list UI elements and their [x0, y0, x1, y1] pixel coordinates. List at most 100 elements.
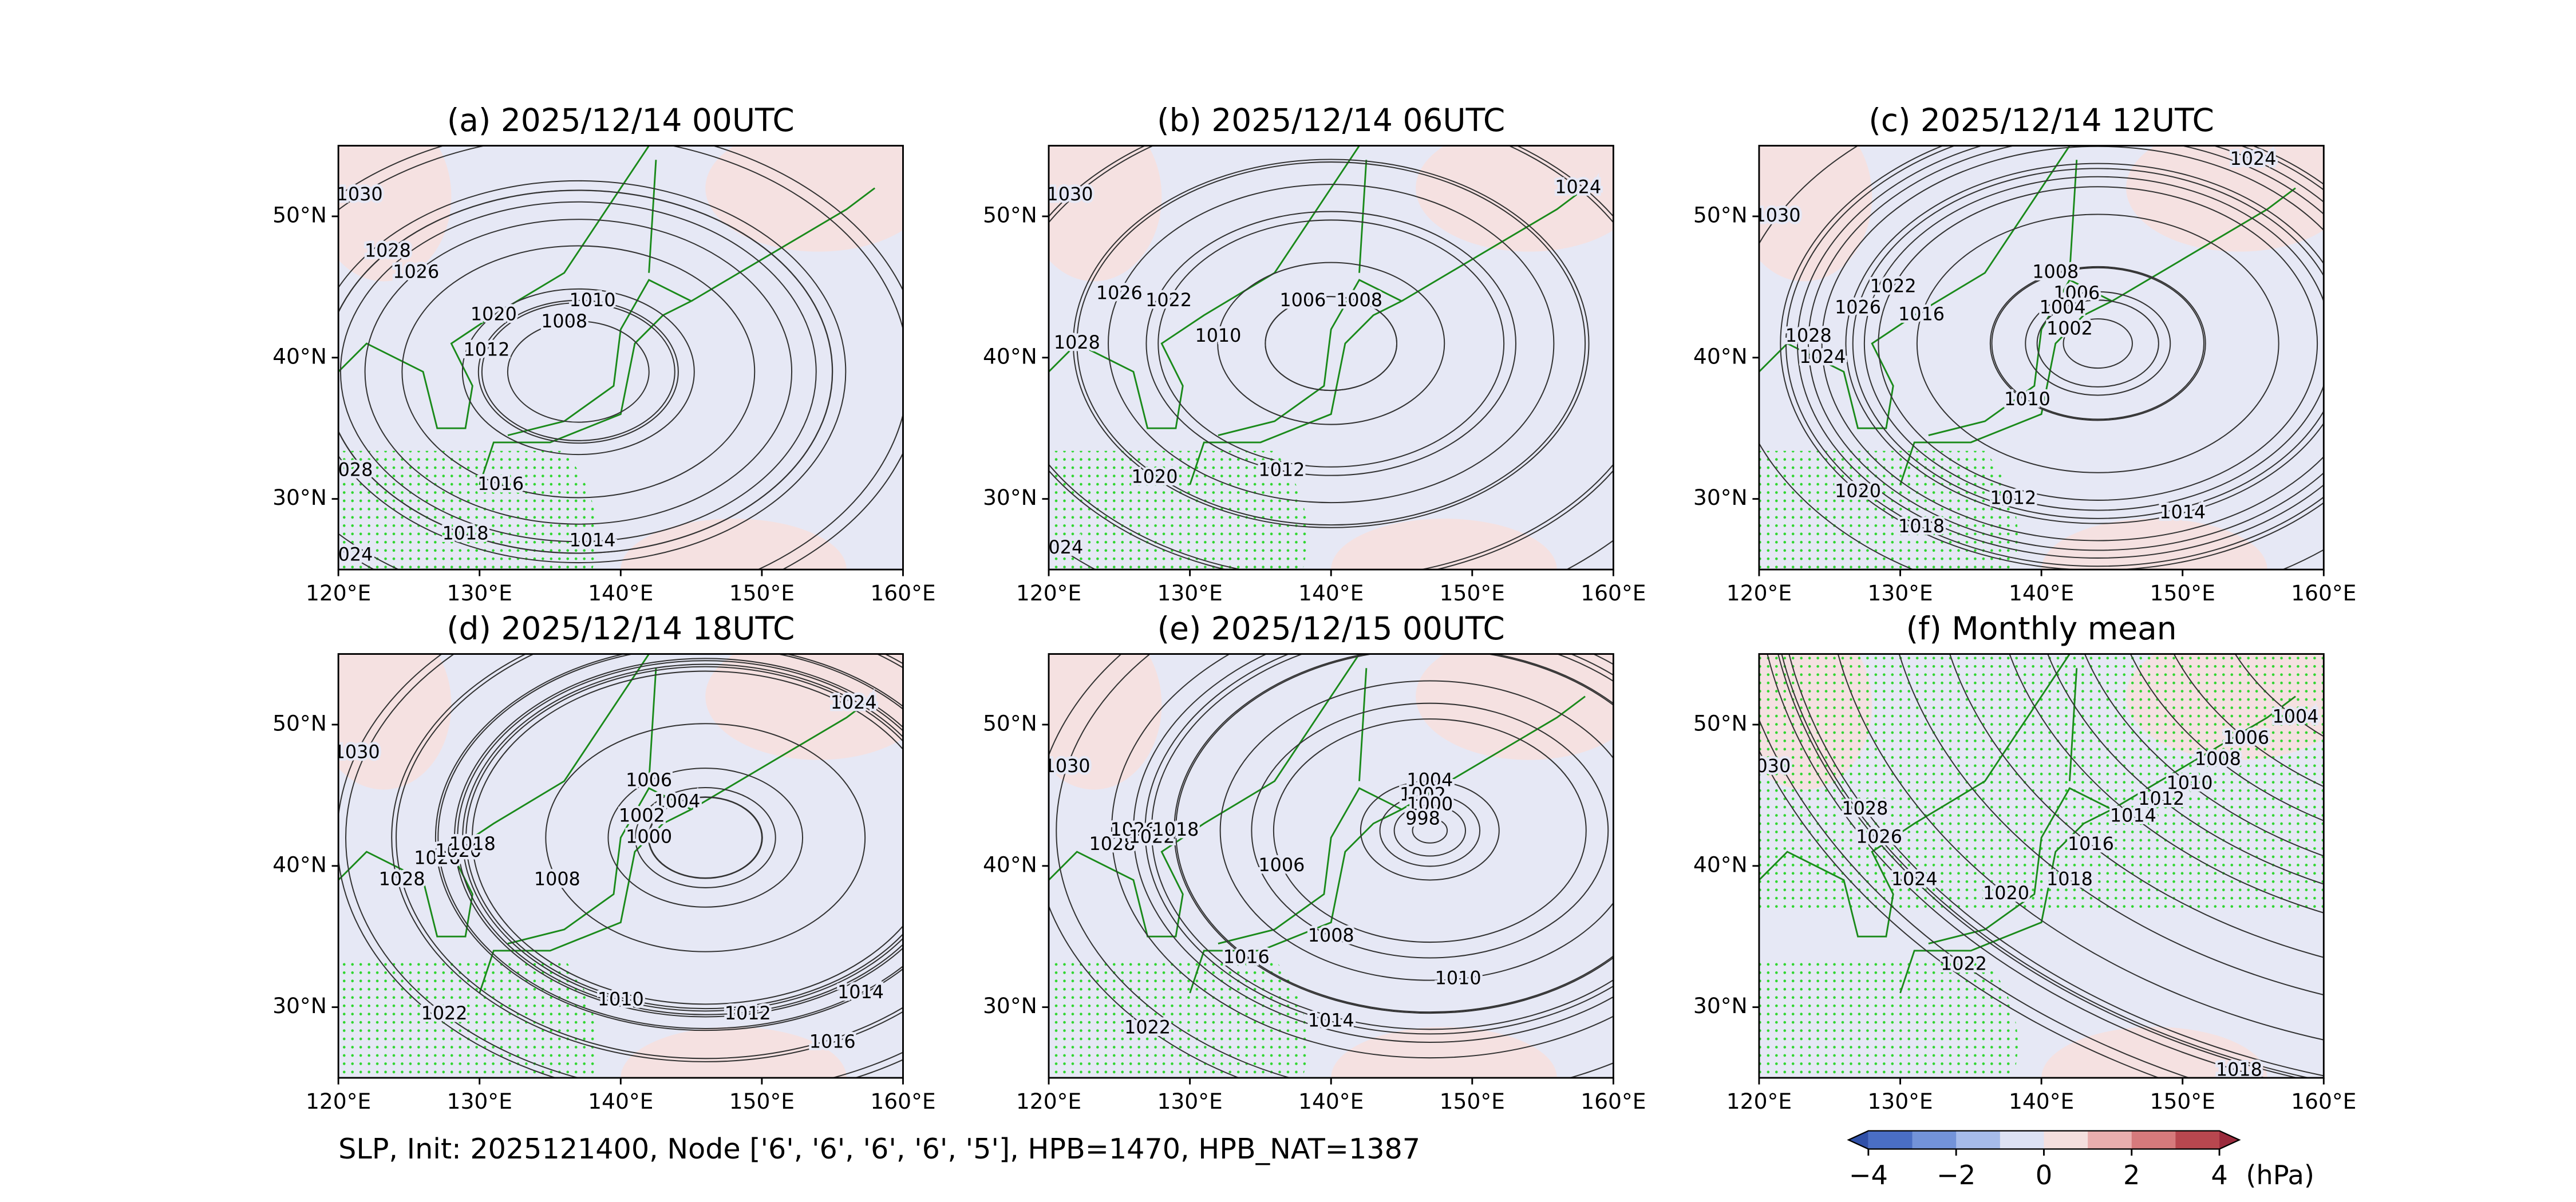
contour-label: 1016 [1898, 303, 1945, 325]
contour-label: 1030 [1047, 183, 1093, 205]
contour-label: 1012 [725, 1002, 771, 1024]
contour-line [607, 768, 804, 908]
x-tick-label: 160°E [870, 580, 935, 606]
contour-label: 1010 [1195, 325, 1241, 346]
significance-hatch [1049, 959, 1307, 1078]
x-tick-label: 140°E [588, 1089, 653, 1114]
contour-label: 1022 [421, 1002, 468, 1024]
x-tick-label: 160°E [1581, 580, 1646, 606]
colorbar-segment [2088, 1130, 2132, 1149]
contour-label: 1008 [2032, 261, 2079, 283]
contour-label: 1028 [1089, 833, 1136, 855]
contour-label: 1030 [1044, 755, 1091, 777]
contour-label: 1014 [570, 529, 616, 551]
x-tick-label: 120°E [1016, 580, 1081, 606]
contour-line [1989, 266, 2206, 421]
contour-label: 1020 [1983, 882, 2029, 904]
contour-label: 1022 [1870, 275, 1917, 296]
contour-label: 1026 [1111, 819, 1157, 840]
contour-line [481, 302, 675, 441]
map-panel: 1030102810261022101810041002100099810061… [1044, 654, 1614, 1078]
contour-label: 1002 [2046, 317, 2093, 339]
contour-line [1076, 161, 1586, 526]
significance-hatch [338, 450, 598, 570]
anomaly-patch [338, 145, 452, 282]
contour-line [1852, 168, 2324, 519]
contour-label: 1030 [1755, 204, 1801, 226]
contour-label: 1014 [837, 981, 884, 1003]
x-tick-label: 160°E [1581, 1089, 1646, 1114]
contour-label: 1016 [809, 1030, 856, 1052]
colorbar-tick-label: −4 [1849, 1160, 1888, 1191]
colorbar-tick-label: 4 [2211, 1160, 2227, 1191]
y-tick-label: 40°N [272, 343, 327, 369]
contour-line [461, 288, 695, 456]
anomaly-patch [1049, 145, 1162, 282]
contour-label: 1000 [1406, 793, 1453, 815]
y-tick-label: 40°N [1693, 343, 1748, 369]
y-tick-label: 30°N [1693, 993, 1748, 1018]
colorbar-segment [2044, 1130, 2088, 1149]
anomaly-patch [338, 654, 452, 790]
y-tick-label: 40°N [1693, 852, 1748, 877]
contour-label: 1024 [326, 543, 373, 565]
anomaly-patch [621, 519, 847, 570]
contour-label: 1026 [1856, 825, 1902, 847]
contour-line [396, 654, 903, 1059]
contour-label: 1028 [1842, 797, 1888, 819]
contour-line [401, 245, 756, 499]
contour-label: 1028 [1054, 331, 1100, 353]
contour-line [1217, 262, 1445, 425]
y-tick-label: 40°N [983, 343, 1037, 369]
contour-label: 1024 [1037, 536, 1083, 558]
contour-line [1808, 145, 2324, 551]
contour-label: 1004 [2040, 296, 2086, 318]
contour-line [1412, 817, 1448, 844]
anomaly-patch [1759, 145, 1872, 282]
significance-hatch [338, 959, 597, 1078]
contour-line [1845, 163, 2324, 524]
colorbar-segment [2175, 1130, 2220, 1149]
x-tick-label: 150°E [1440, 1089, 1505, 1114]
contour-line [1072, 159, 1590, 528]
contour-line [435, 654, 903, 1031]
contour-line [634, 786, 776, 888]
contour-line [1273, 718, 1587, 943]
contour-line [1251, 702, 1609, 959]
colorbar-tick-label: −2 [1937, 1160, 1976, 1191]
contour-label: 1020 [435, 840, 481, 861]
contour-label: 1022 [1129, 825, 1175, 847]
contour-label: 1010 [1435, 967, 1481, 989]
contour-label: 1014 [1308, 1009, 1354, 1031]
contour-line [1157, 219, 1505, 468]
contour-line [1393, 804, 1467, 857]
colorbar-tick-label: 2 [2123, 1160, 2140, 1191]
contour-label: 1022 [1124, 1017, 1171, 1038]
contour-line [648, 796, 762, 879]
contour-label: 1004 [2273, 706, 2319, 727]
panel-title: (f) Monthly mean [1906, 610, 2177, 647]
significance-hatch [1049, 450, 1307, 570]
contour-line [1863, 176, 2324, 511]
contour-label: 1004 [654, 790, 700, 812]
contour-label: 1018 [442, 522, 489, 544]
contour-label: 1000 [626, 825, 672, 847]
significance-hatch [1759, 450, 2018, 570]
contour-label: 1012 [2138, 788, 2184, 809]
significance-hatch [1759, 959, 2018, 1078]
y-tick-label: 50°N [272, 710, 327, 736]
x-tick-label: 130°E [447, 580, 512, 606]
x-tick-label: 140°E [2009, 580, 2074, 606]
x-tick-label: 130°E [1157, 1089, 1222, 1114]
contour-label: 1002 [619, 804, 665, 826]
contour-label: 1006 [2223, 727, 2269, 749]
significance-hatch [1759, 654, 2324, 908]
contour-label: 1004 [1406, 769, 1453, 791]
contour-label: 1006 [2053, 282, 2100, 304]
contour-line [1780, 145, 2324, 570]
coastline [1759, 145, 2296, 485]
colorbar-extend-high [2219, 1130, 2239, 1149]
